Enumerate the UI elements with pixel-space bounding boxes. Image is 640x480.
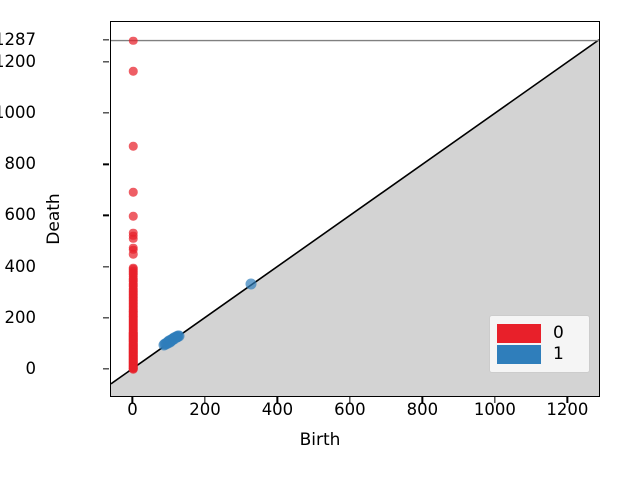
y-tick-mark	[103, 368, 109, 370]
x-tick-mark	[204, 397, 206, 403]
data-point-h0	[129, 250, 138, 259]
x-tick-label: 1000	[473, 400, 516, 419]
x-tick-label: 200	[189, 400, 221, 419]
y-tick-mark	[103, 214, 109, 217]
legend-item-1: 1	[497, 345, 582, 364]
data-point-h0	[129, 142, 138, 151]
y-tick-label: 800	[4, 153, 37, 173]
x-tick-label: 800	[406, 400, 439, 419]
x-tick-label: 600	[334, 400, 366, 419]
diagonal-line	[111, 39, 599, 385]
y-tick-mark	[103, 317, 109, 319]
y-tick-label: 0	[25, 358, 37, 378]
data-point-h1	[245, 278, 257, 290]
shaded-region	[111, 39, 599, 396]
data-point-h0	[129, 188, 138, 197]
y-axis-label: Death	[44, 193, 64, 245]
legend[interactable]: 0 1	[489, 315, 590, 373]
data-point-h0	[129, 211, 138, 221]
x-tick-mark	[421, 397, 424, 403]
data-point-h0	[129, 364, 138, 374]
legend-swatch-icon-1	[497, 345, 541, 364]
y-tick-label: 1287	[0, 29, 36, 49]
x-tick-mark	[494, 397, 496, 403]
x-tick-label: 0	[127, 400, 138, 419]
x-tick-mark	[131, 397, 134, 403]
x-tick-mark	[566, 397, 569, 403]
y-tick-label: 400	[4, 256, 37, 276]
x-tick-label: 1200	[546, 400, 589, 419]
y-tick-mark	[103, 61, 109, 63]
y-tick-mark	[103, 163, 109, 165]
legend-label-0: 0	[553, 323, 564, 343]
y-tick-label: 1200	[0, 51, 36, 71]
y-tick-label: 600	[4, 205, 37, 225]
x-tick-mark	[276, 397, 279, 403]
y-tick-mark	[103, 39, 109, 41]
diagonal-region-svg	[111, 39, 599, 396]
data-point-h1	[160, 338, 172, 350]
y-tick-label: 1000	[0, 102, 36, 122]
data-point-h0	[129, 234, 138, 244]
y-tick-mark	[103, 112, 109, 114]
legend-label-1: 1	[553, 344, 564, 364]
x-tick-mark	[349, 397, 351, 403]
data-point-h0	[129, 245, 138, 254]
legend-item-0: 0	[497, 324, 582, 343]
legend-swatch-icon-0	[497, 324, 541, 343]
x-axis-label: Birth	[299, 430, 341, 450]
plot-area	[110, 21, 600, 397]
data-point-h0	[129, 36, 138, 45]
y-tick-label: 200	[4, 307, 37, 327]
y-tick-mark	[103, 265, 109, 268]
data-point-h0	[129, 67, 138, 76]
x-tick-label: 400	[261, 400, 294, 419]
